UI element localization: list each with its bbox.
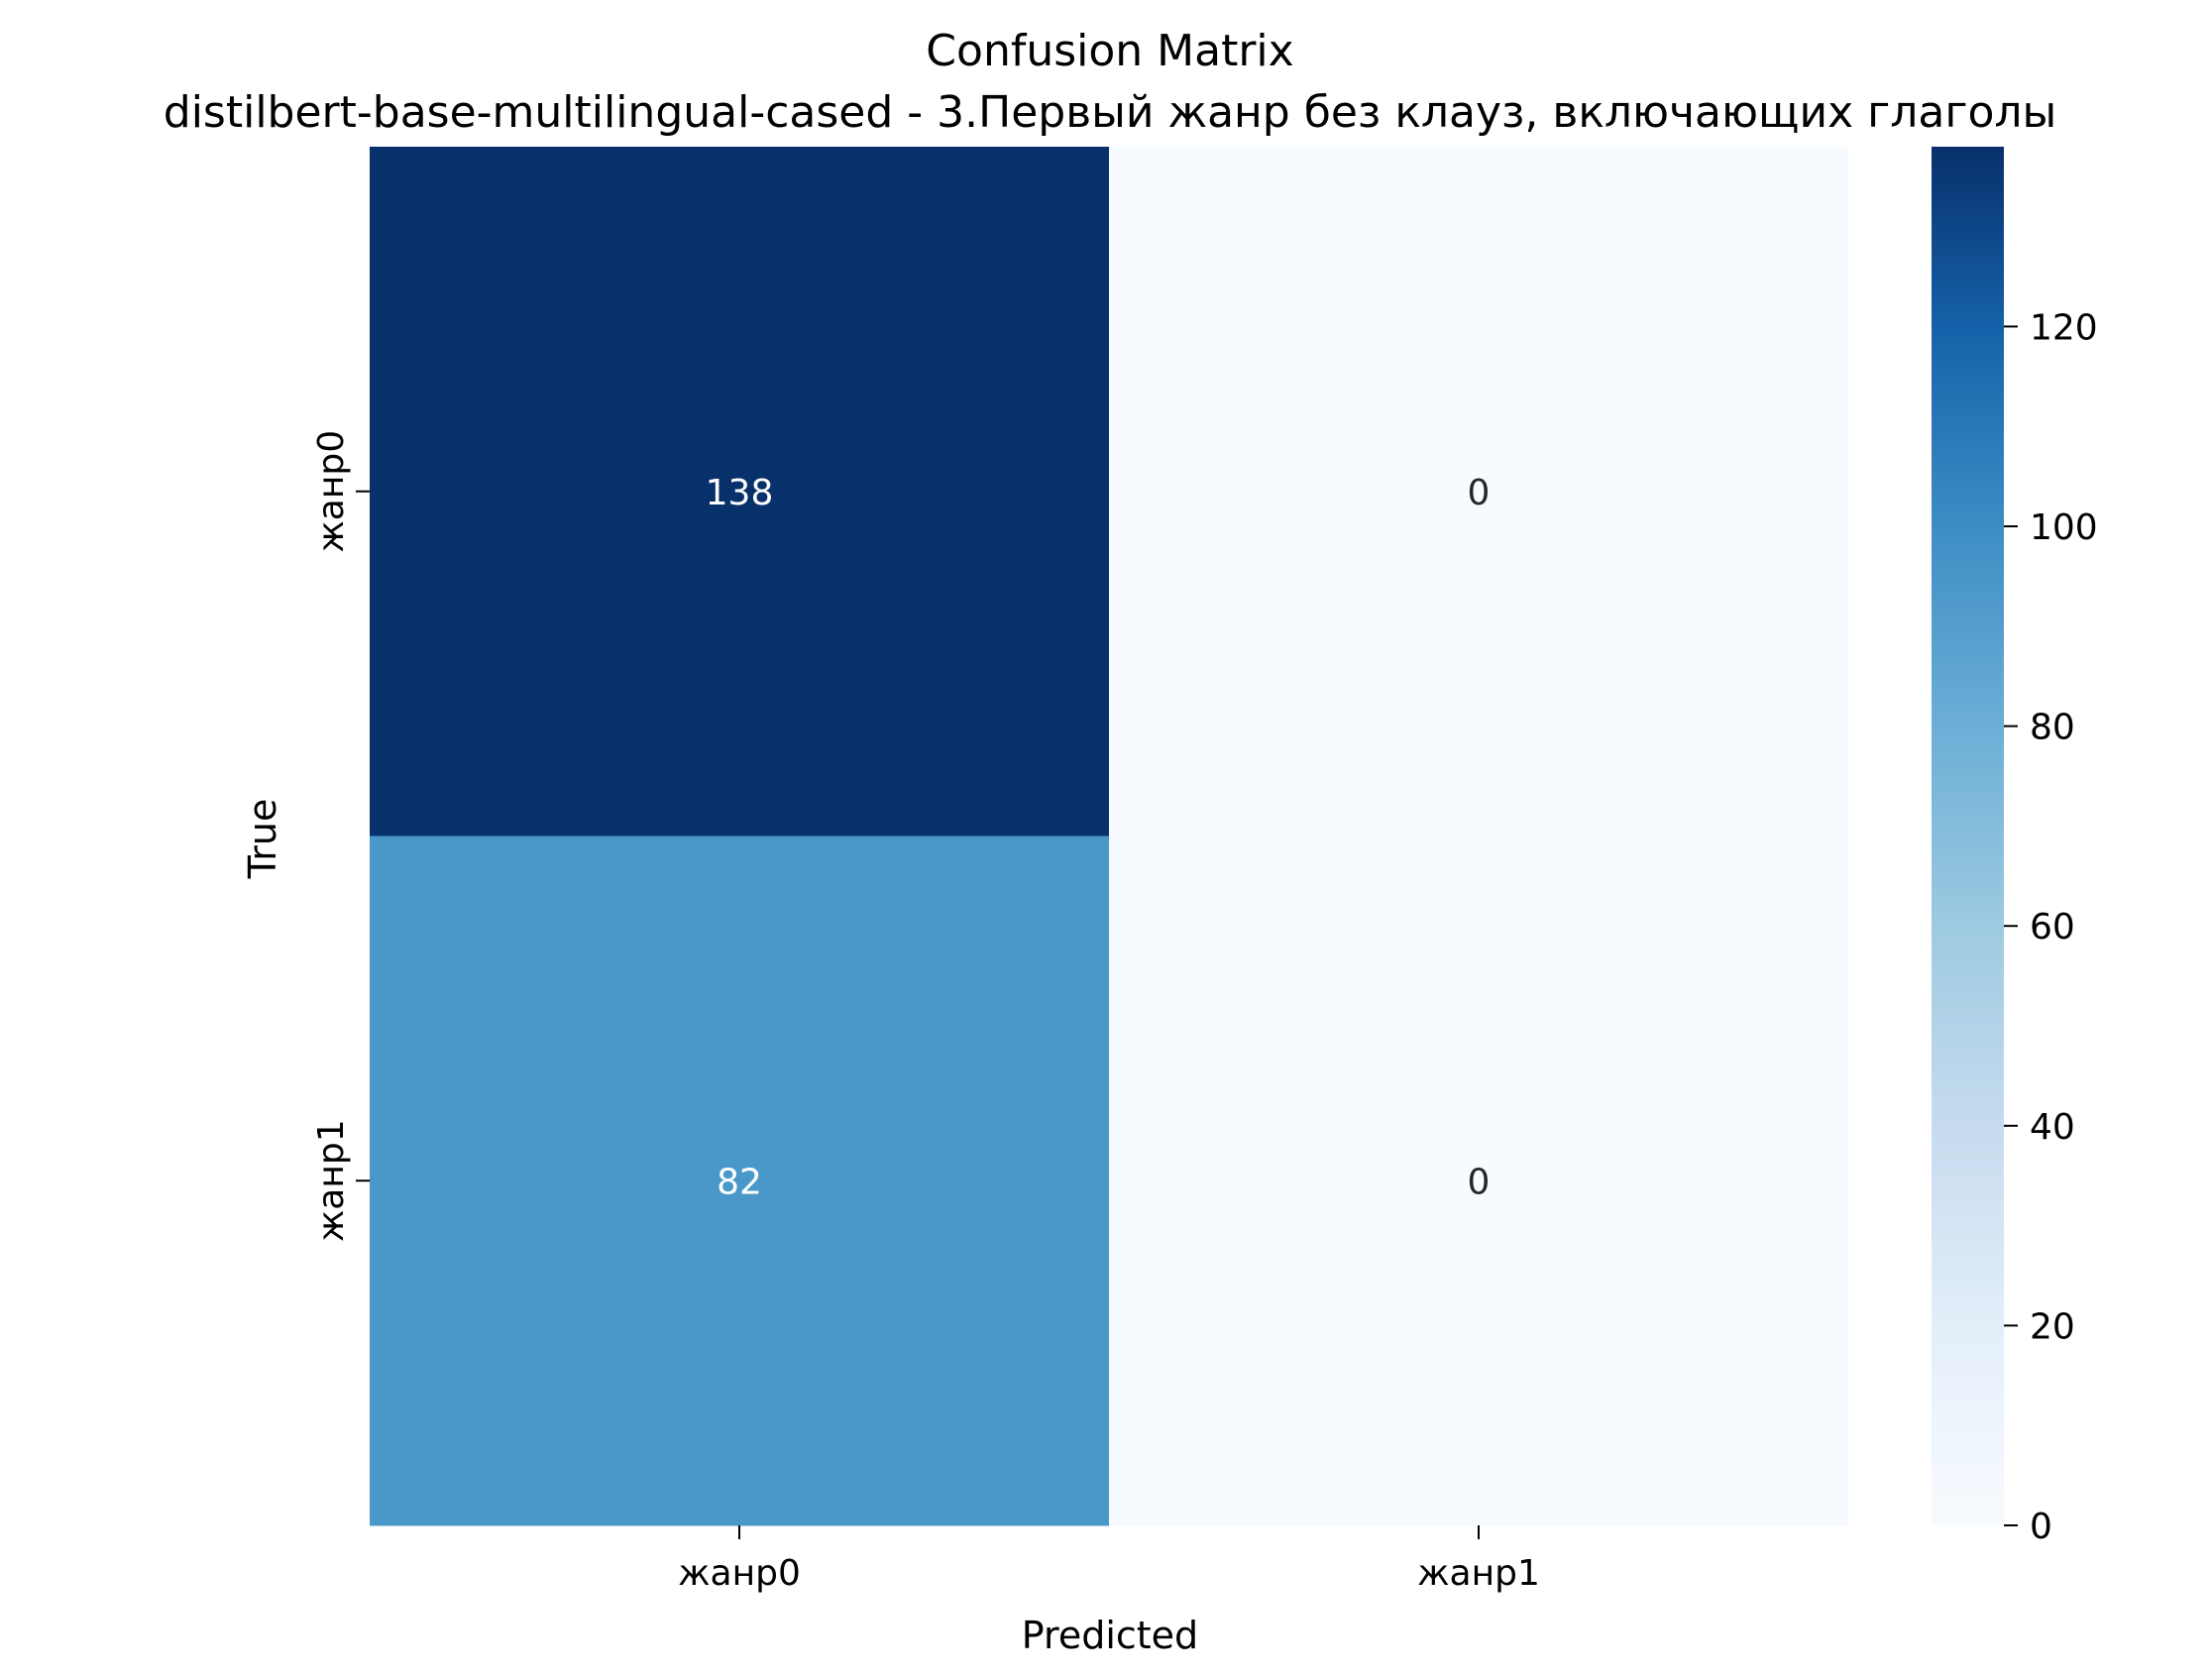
heatmap-cell-r1-c0 <box>370 836 1110 1526</box>
cell-annotation-r1-c0: 82 <box>717 1162 762 1202</box>
colorbar-tick-label: 60 <box>2030 907 2075 948</box>
chart-title: Confusion Matrix <box>926 26 1293 76</box>
cell-annotation-r0-c0: 138 <box>706 473 774 513</box>
x-axis: жанр0 жанр1 <box>678 1525 1540 1594</box>
x-tick-label: жанр0 <box>678 1553 801 1594</box>
cell-annotations: 138 0 82 0 <box>706 473 1491 1203</box>
y-tick-label: жанр0 <box>311 430 352 553</box>
colorbar-tick-label: 100 <box>2030 507 2098 548</box>
heatmap-cell-r0-c0 <box>370 147 1110 837</box>
heatmap-cells <box>370 147 1849 1526</box>
colorbar-axis: 0 20 40 60 80 100 120 <box>2004 307 2098 1547</box>
colorbar <box>1932 147 2004 1525</box>
x-tick-label: жанр1 <box>1417 1553 1540 1594</box>
colorbar-tick-label: 120 <box>2030 307 2098 348</box>
heatmap-cell-r0-c1 <box>1109 147 1849 837</box>
colorbar-tick-label: 0 <box>2030 1507 2052 1547</box>
cell-annotation-r0-c1: 0 <box>1468 473 1491 513</box>
cell-annotation-r1-c1: 0 <box>1468 1162 1491 1202</box>
heatmap-cell-r1-c1 <box>1109 836 1849 1526</box>
chart-subtitle: distilbert-base-multilingual-cased - 3.П… <box>164 87 2056 138</box>
y-tick-label: жанр1 <box>311 1119 352 1242</box>
x-axis-label: Predicted <box>1022 1614 1198 1657</box>
y-axis-label: True <box>241 799 284 880</box>
colorbar-tick-label: 80 <box>2030 708 2075 748</box>
colorbar-tick-label: 20 <box>2030 1306 2075 1347</box>
y-axis: жанр0 жанр1 <box>311 430 370 1242</box>
colorbar-tick-label: 40 <box>2030 1107 2075 1148</box>
